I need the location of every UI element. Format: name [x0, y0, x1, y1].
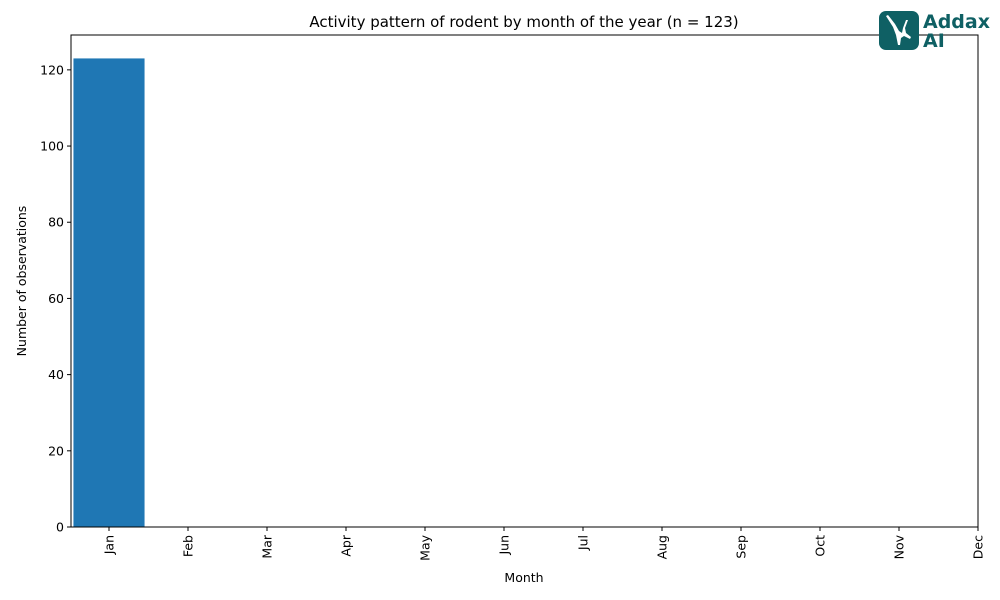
- x-tick-label: Dec: [971, 535, 986, 559]
- y-tick-label: 100: [40, 139, 64, 154]
- x-tick-label: May: [418, 534, 433, 560]
- logo-text-line1: Addax: [923, 11, 990, 33]
- x-tick-label: Jul: [576, 535, 591, 551]
- y-tick-label: 40: [48, 367, 64, 382]
- y-tick-label: 0: [56, 520, 64, 535]
- bar-jan: [73, 58, 145, 528]
- y-tick-label: 120: [40, 62, 64, 77]
- x-axis-label: Month: [504, 570, 543, 585]
- antelope-icon: [886, 15, 911, 45]
- x-tick-label: Oct: [813, 535, 828, 557]
- x-tick-label: Sep: [734, 535, 749, 559]
- y-axis-ticks: 0 20 40 60 80 100 120: [40, 62, 71, 535]
- x-tick-label: Nov: [892, 534, 907, 559]
- chart-title: Activity pattern of rodent by month of t…: [309, 13, 738, 31]
- bars: [73, 58, 145, 528]
- y-tick-label: 80: [48, 215, 64, 230]
- y-tick-label: 60: [48, 291, 64, 306]
- x-tick-label: Jun: [497, 535, 512, 556]
- x-tick-label: Feb: [181, 535, 196, 557]
- x-axis-ticks: Jan Feb Mar Apr May Jun Jul Aug Sep Oct Nov Dec: [102, 527, 986, 561]
- x-tick-label: Mar: [260, 534, 275, 558]
- addax-logo-badge: [879, 11, 919, 50]
- x-tick-label: Aug: [655, 535, 670, 559]
- x-tick-label: Jan: [102, 535, 117, 555]
- x-tick-label: Apr: [339, 534, 354, 556]
- y-tick-label: 20: [48, 443, 64, 458]
- addax-ai-logo: Addax AI: [879, 11, 990, 52]
- plot-frame: [70, 34, 979, 528]
- logo-text-line2: AI: [923, 30, 945, 52]
- y-axis-label: Number of observations: [14, 206, 29, 357]
